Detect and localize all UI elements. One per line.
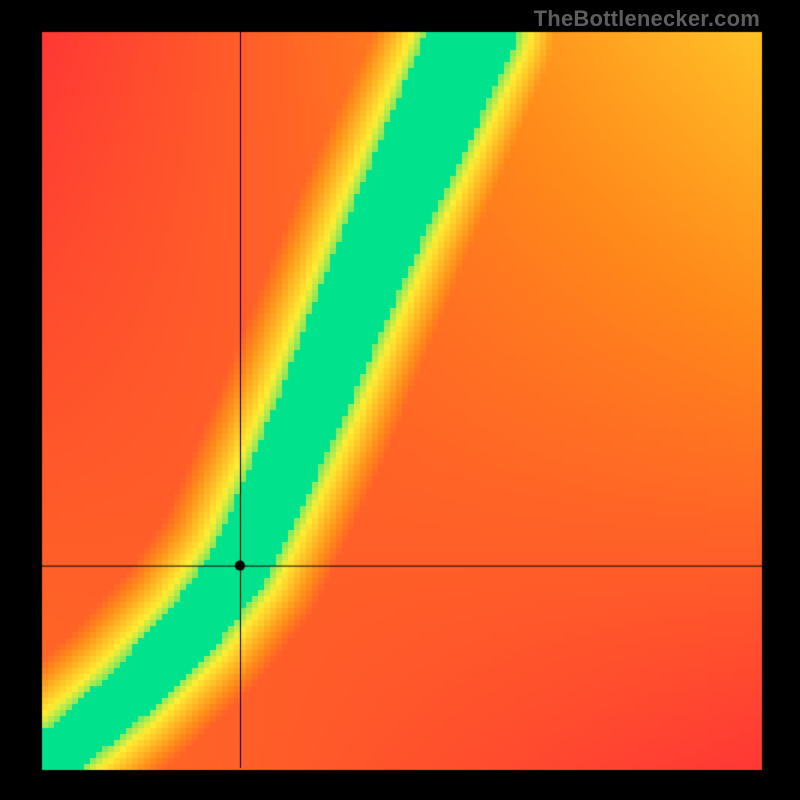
- watermark-text: TheBottlenecker.com: [534, 6, 760, 32]
- bottleneck-heatmap: [0, 0, 800, 800]
- chart-container: TheBottlenecker.com: [0, 0, 800, 800]
